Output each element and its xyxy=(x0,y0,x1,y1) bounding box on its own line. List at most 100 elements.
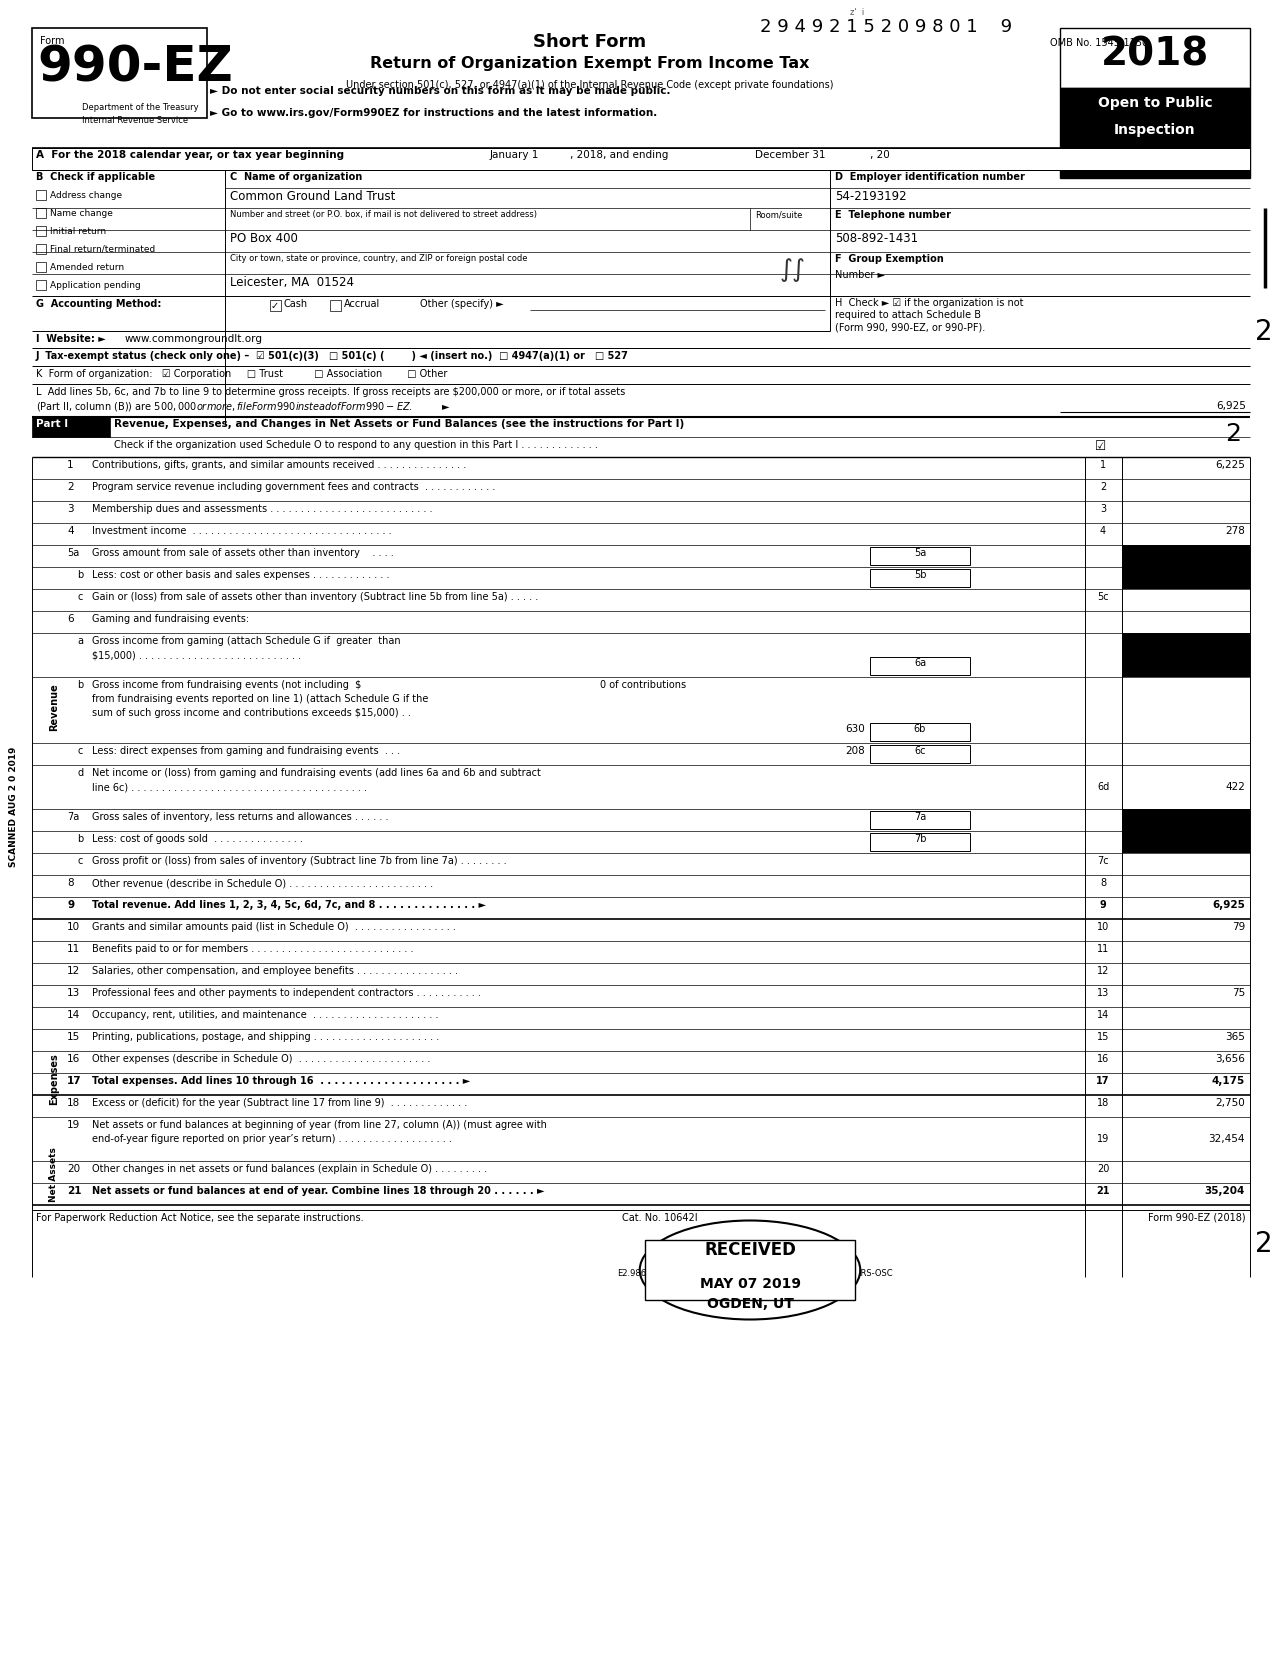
Text: L  Add lines 5b, 6c, and 7b to line 9 to determine gross receipts. If gross rece: L Add lines 5b, 6c, and 7b to line 9 to … xyxy=(36,387,625,397)
Text: sum of such gross income and contributions exceeds $15,000) . .: sum of such gross income and contributio… xyxy=(92,708,411,718)
Text: required to attach Schedule B: required to attach Schedule B xyxy=(835,309,980,319)
Text: 5a: 5a xyxy=(67,548,79,558)
Bar xyxy=(1123,544,1251,568)
Text: 2: 2 xyxy=(1254,1230,1272,1258)
Text: 14: 14 xyxy=(1097,1010,1110,1019)
Text: 3,656: 3,656 xyxy=(1215,1054,1245,1064)
Text: 14: 14 xyxy=(67,1010,81,1019)
Text: 7a: 7a xyxy=(914,813,927,823)
Text: Form 990-EZ (2018): Form 990-EZ (2018) xyxy=(1148,1213,1245,1223)
Text: C  Name of organization: C Name of organization xyxy=(230,172,362,182)
Text: 6: 6 xyxy=(67,614,74,624)
Text: Total expenses. Add lines 10 through 16  . . . . . . . . . . . . . . . . . . . .: Total expenses. Add lines 10 through 16 … xyxy=(92,1076,470,1086)
Text: Leicester, MA  01524: Leicester, MA 01524 xyxy=(230,276,355,290)
Text: Return of Organization Exempt From Income Tax: Return of Organization Exempt From Incom… xyxy=(370,56,810,71)
Text: Common Ground Land Trust: Common Ground Land Trust xyxy=(230,190,396,204)
Text: K  Form of organization:   ☑ Corporation     □ Trust          □ Association     : K Form of organization: ☑ Corporation □ … xyxy=(36,369,448,379)
Text: 17: 17 xyxy=(67,1076,82,1086)
Text: Salaries, other compensation, and employee benefits . . . . . . . . . . . . . . : Salaries, other compensation, and employ… xyxy=(92,967,458,976)
Text: ► Go to www.irs.gov/Form990EZ for instructions and the latest information.: ► Go to www.irs.gov/Form990EZ for instru… xyxy=(210,108,657,118)
Text: 6a: 6a xyxy=(914,659,925,669)
Text: 3: 3 xyxy=(67,505,74,515)
Text: 3: 3 xyxy=(1100,505,1106,515)
Text: Gaming and fundraising events:: Gaming and fundraising events: xyxy=(92,614,250,624)
Bar xyxy=(870,811,970,829)
Text: 21: 21 xyxy=(67,1187,82,1197)
Bar xyxy=(645,1240,855,1299)
Text: Part I: Part I xyxy=(36,419,68,429)
Text: December 31: December 31 xyxy=(755,151,826,161)
Text: SCANNED AUG 2 0 2019: SCANNED AUG 2 0 2019 xyxy=(9,746,18,867)
Text: 13: 13 xyxy=(1097,988,1110,998)
Text: Inspection: Inspection xyxy=(1114,122,1196,137)
Text: 16: 16 xyxy=(67,1054,81,1064)
Text: ∫∫: ∫∫ xyxy=(780,258,806,281)
Text: Membership dues and assessments . . . . . . . . . . . . . . . . . . . . . . . . : Membership dues and assessments . . . . … xyxy=(92,505,433,515)
Text: 75: 75 xyxy=(1231,988,1245,998)
Text: 10: 10 xyxy=(67,922,81,932)
Text: 17: 17 xyxy=(1096,1076,1110,1086)
Text: G  Accounting Method:: G Accounting Method: xyxy=(36,300,161,309)
Text: Expenses: Expenses xyxy=(49,1053,59,1106)
Text: 2,750: 2,750 xyxy=(1215,1097,1245,1107)
Text: 6,925: 6,925 xyxy=(1216,401,1245,410)
Bar xyxy=(36,227,46,237)
Text: Benefits paid to or for members . . . . . . . . . . . . . . . . . . . . . . . . : Benefits paid to or for members . . . . … xyxy=(92,943,413,953)
Text: ✓: ✓ xyxy=(271,301,279,311)
Text: 20: 20 xyxy=(67,1163,81,1173)
Text: Cash: Cash xyxy=(284,300,308,309)
Text: Total revenue. Add lines 1, 2, 3, 4, 5c, 6d, 7c, and 8 . . . . . . . . . . . . .: Total revenue. Add lines 1, 2, 3, 4, 5c,… xyxy=(92,900,486,910)
Text: 8: 8 xyxy=(67,879,74,889)
Text: 16: 16 xyxy=(1097,1054,1110,1064)
Text: 5c: 5c xyxy=(1097,592,1108,602)
Text: Occupancy, rent, utilities, and maintenance  . . . . . . . . . . . . . . . . . .: Occupancy, rent, utilities, and maintena… xyxy=(92,1010,439,1019)
Text: 11: 11 xyxy=(1097,943,1110,953)
Text: Grants and similar amounts paid (list in Schedule O)  . . . . . . . . . . . . . : Grants and similar amounts paid (list in… xyxy=(92,922,456,932)
Bar xyxy=(32,28,207,118)
Text: 21: 21 xyxy=(1096,1187,1110,1197)
Text: E2.986: E2.986 xyxy=(617,1269,646,1278)
Text: Gross income from gaming (attach Schedule G if  greater  than: Gross income from gaming (attach Schedul… xyxy=(92,636,401,645)
Bar xyxy=(870,832,970,851)
Text: c: c xyxy=(77,856,82,866)
Text: 6c: 6c xyxy=(914,746,925,756)
Text: 19: 19 xyxy=(1097,1134,1110,1144)
Bar xyxy=(870,657,970,675)
Text: Address change: Address change xyxy=(50,190,122,200)
Text: 12: 12 xyxy=(67,967,81,976)
Text: 6,225: 6,225 xyxy=(1215,460,1245,470)
Text: 0 of contributions: 0 of contributions xyxy=(600,680,686,690)
Text: b: b xyxy=(77,834,83,844)
Text: 2018: 2018 xyxy=(1101,36,1210,74)
Text: Other (specify) ►: Other (specify) ► xyxy=(420,300,503,309)
Text: 5a: 5a xyxy=(914,548,927,558)
Text: 5b: 5b xyxy=(914,569,927,579)
Text: 208: 208 xyxy=(845,746,865,756)
Text: Under section 501(c), 527, or 4947(a)(1) of the Internal Revenue Code (except pr: Under section 501(c), 527, or 4947(a)(1)… xyxy=(347,79,833,89)
Bar xyxy=(1123,831,1251,852)
Text: Number and street (or P.O. box, if mail is not delivered to street address): Number and street (or P.O. box, if mail … xyxy=(230,210,538,218)
Bar xyxy=(1123,568,1251,589)
Text: 19: 19 xyxy=(67,1120,81,1130)
Text: OGDEN, UT: OGDEN, UT xyxy=(707,1298,794,1311)
Text: Program service revenue including government fees and contracts  . . . . . . . .: Program service revenue including govern… xyxy=(92,482,495,492)
Text: A  For the 2018 calendar year, or tax year beginning: A For the 2018 calendar year, or tax yea… xyxy=(36,151,344,161)
Text: www.commongroundlt.org: www.commongroundlt.org xyxy=(125,334,262,344)
Text: 15: 15 xyxy=(67,1033,81,1043)
Text: (Part II, column (B)) are $500,000 or more, file Form 990 instead of Form 990-EZ: (Part II, column (B)) are $500,000 or mo… xyxy=(36,401,452,414)
Text: Excess or (deficit) for the year (Subtract line 17 from line 9)  . . . . . . . .: Excess or (deficit) for the year (Subtra… xyxy=(92,1097,467,1107)
Text: 2: 2 xyxy=(1225,422,1242,445)
Text: January 1: January 1 xyxy=(490,151,539,161)
Text: I  Website: ►: I Website: ► xyxy=(36,334,106,344)
Text: Initial return: Initial return xyxy=(50,227,106,237)
Text: PO Box 400: PO Box 400 xyxy=(230,232,298,245)
Text: line 6c) . . . . . . . . . . . . . . . . . . . . . . . . . . . . . . . . . . . .: line 6c) . . . . . . . . . . . . . . . .… xyxy=(92,783,367,793)
Text: Final return/terminated: Final return/terminated xyxy=(50,245,155,253)
Text: 6,925: 6,925 xyxy=(1212,900,1245,910)
Text: 9: 9 xyxy=(1100,900,1106,910)
Text: 35,204: 35,204 xyxy=(1204,1187,1245,1197)
Bar xyxy=(32,147,1251,170)
Text: Check if the organization used Schedule O to respond to any question in this Par: Check if the organization used Schedule … xyxy=(114,440,598,450)
Text: Application pending: Application pending xyxy=(50,281,141,290)
Text: Net Assets: Net Assets xyxy=(50,1147,59,1203)
